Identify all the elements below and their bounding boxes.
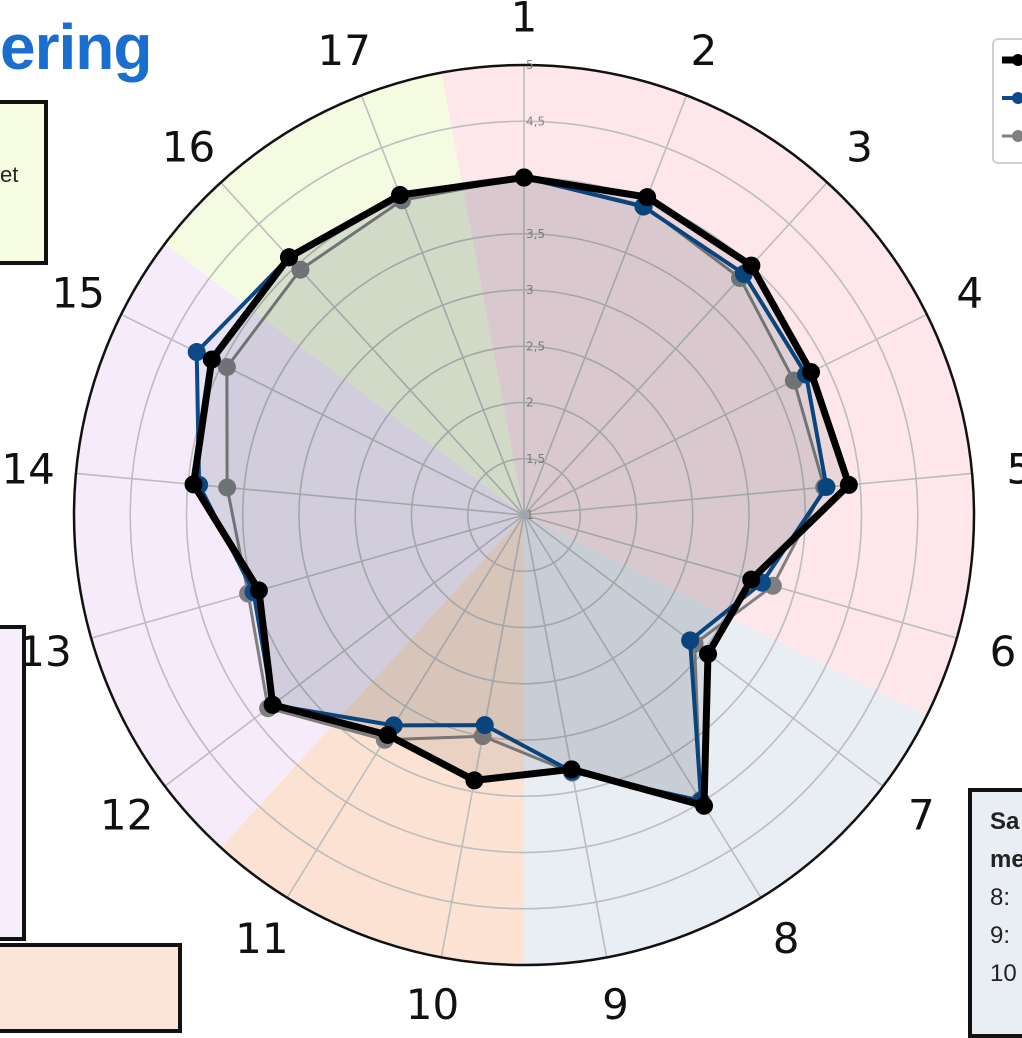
radial-tick-label: 5	[526, 58, 534, 72]
series-line-1	[194, 175, 829, 803]
grid-spoke	[120, 313, 525, 516]
series-point-0	[638, 188, 657, 207]
series-point-0	[391, 186, 410, 205]
note-line: 10	[990, 960, 1017, 987]
series-point-1	[187, 343, 206, 362]
category-label: 17	[317, 26, 370, 75]
note-line: me	[990, 846, 1022, 873]
sector-wedge-pink	[441, 65, 975, 716]
series-point-0	[839, 475, 858, 494]
series-point-0	[695, 796, 714, 815]
sector-note-box-top-left: et	[0, 100, 48, 265]
radial-tick-label: 2	[526, 396, 534, 410]
category-label: 7	[908, 791, 935, 840]
grid-spoke	[523, 181, 828, 516]
series-point-0	[562, 760, 581, 779]
grid-spoke	[164, 514, 525, 787]
note-line: 8:	[990, 884, 1011, 911]
series-line-2	[225, 176, 826, 802]
radial-tick-label: 3	[526, 283, 534, 297]
grid-spoke	[523, 95, 688, 516]
series-point-2	[291, 260, 310, 279]
grid-spoke	[90, 514, 525, 639]
category-label: 11	[235, 914, 288, 963]
chart-legend	[992, 38, 1022, 164]
category-label: 3	[846, 122, 873, 171]
legend-swatches	[1002, 54, 1022, 142]
note-line: Sa	[990, 808, 1020, 835]
series-point-0	[249, 581, 268, 600]
radial-tick-label: 1	[526, 508, 534, 522]
series-point-1	[817, 477, 836, 496]
series-point-1	[681, 631, 700, 650]
legend-marker-gray	[1012, 130, 1022, 142]
series-point-0	[802, 363, 821, 382]
grid-spoke	[286, 514, 525, 899]
category-label: 2	[691, 26, 718, 75]
radial-tick-label: 4,5	[526, 114, 545, 128]
series-point-2	[218, 478, 237, 497]
category-label: 12	[100, 791, 153, 840]
series-point-2	[217, 358, 236, 377]
sector-wedge-blue	[524, 515, 927, 965]
series-point-0	[742, 256, 761, 275]
grid-spoke	[523, 514, 958, 639]
category-label: 1	[511, 0, 538, 42]
sector-note-box-right: Sa me 8: 9: 10	[968, 788, 1022, 1038]
series-point-0	[742, 570, 761, 589]
note-line: 9:	[990, 922, 1011, 949]
series-point-0	[202, 350, 221, 369]
note-text-fragment: et	[0, 162, 19, 187]
category-label: 14	[1, 445, 54, 494]
category-label: 15	[51, 269, 104, 318]
radial-tick-label: 1,5	[526, 452, 545, 466]
legend-marker-black	[1012, 54, 1022, 66]
series-point-0	[263, 695, 282, 714]
series-point-0	[280, 248, 299, 267]
category-label: 4	[956, 269, 983, 318]
grid-spoke	[523, 514, 608, 958]
category-label: 8	[773, 914, 800, 963]
category-label: 16	[162, 122, 215, 171]
category-label: 5	[1007, 445, 1022, 494]
series-point-0	[515, 168, 533, 187]
sector-wedge-purple	[73, 243, 524, 848]
category-label: 6	[990, 627, 1017, 676]
grid-spoke	[360, 95, 525, 516]
series-line-0	[190, 174, 853, 810]
grid-spoke	[220, 181, 525, 516]
page-title-fragment: ering	[0, 11, 152, 83]
grid-spoke	[523, 472, 973, 516]
series-point-0	[378, 725, 397, 744]
outer-frame	[72, 63, 976, 967]
series-point-1	[475, 716, 494, 735]
grid-spoke	[75, 472, 525, 516]
category-label: 13	[18, 627, 71, 676]
category-label: 9	[602, 980, 629, 1021]
sector-wedge-orange	[220, 515, 524, 965]
radial-tick-label: 3,5	[526, 227, 545, 241]
grid-spoke	[523, 313, 928, 516]
series-point-0	[699, 644, 718, 663]
sector-wedge-yellow	[164, 72, 524, 515]
series-point-0	[184, 475, 203, 494]
legend-marker-blue	[1012, 92, 1022, 104]
series-point-0	[465, 771, 484, 790]
category-label: 10	[406, 980, 459, 1021]
radial-tick-label: 2,5	[526, 339, 545, 353]
sector-note-box-mid-left	[0, 625, 26, 941]
grid-spoke	[523, 514, 762, 899]
